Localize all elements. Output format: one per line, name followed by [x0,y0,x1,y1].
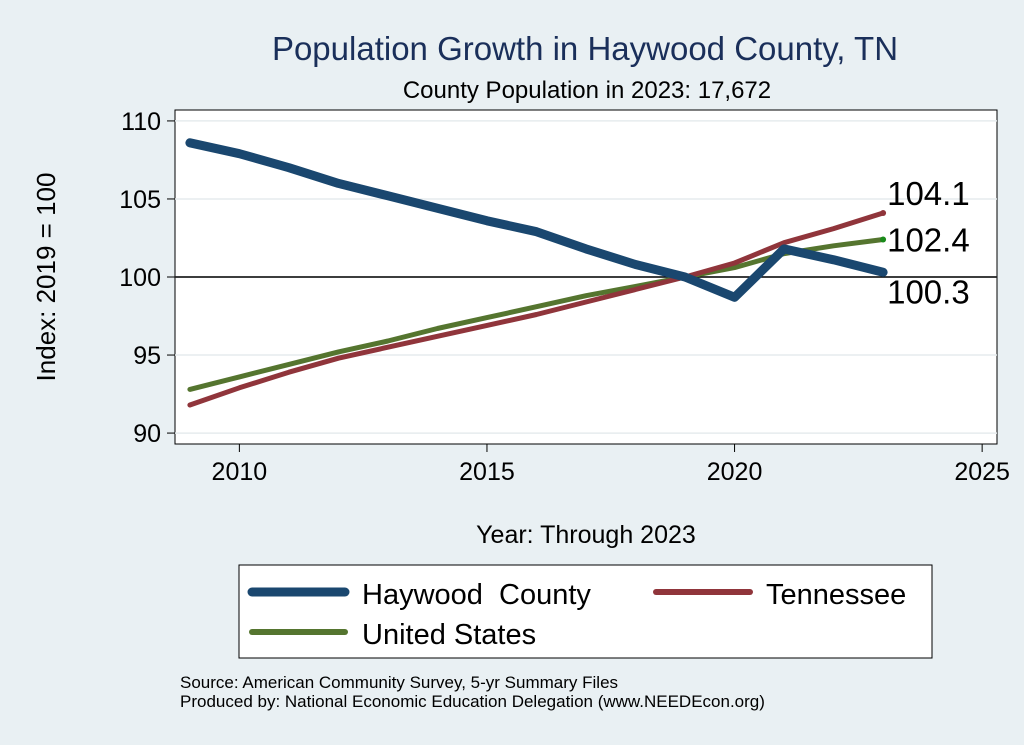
grid-lines [175,120,997,434]
y-tick-label: 100 [119,264,161,292]
y-axis-label: Index: 2019 = 100 [31,173,61,382]
series-line-united-states [187,237,886,392]
x-axis-label: Year: Through 2023 [476,521,696,549]
end-label: 100.3 [887,273,970,310]
legend-label: Haywood County [362,579,591,611]
series-line-tennessee [187,210,886,408]
legend-box [238,564,933,659]
end-labels: 100.3 104.1 102.4 [880,175,970,310]
end-label: 104.1 [887,175,970,212]
end-point [880,236,887,243]
x-tick-label: 2015 [459,458,515,486]
x-tick-label: 2025 [954,458,1010,486]
axes: 90 95 100 105 110 2010 2015 2020 2025 [119,108,1010,486]
x-tick-label: 2010 [212,458,268,486]
legend-label: United States [362,619,536,651]
producer-line: Produced by: National Economic Education… [180,692,765,711]
legend-label: Tennessee [766,579,906,611]
series-lines [185,138,888,408]
end-point [880,269,887,276]
end-label: 102.4 [887,222,970,259]
y-tick-label: 90 [133,420,161,448]
end-point [880,210,887,217]
y-tick-label: 105 [119,186,161,214]
chart-subtitle: County Population in 2023: 17,672 [403,77,771,104]
x-tick-label: 2020 [707,458,763,486]
y-tick-label: 95 [133,342,161,370]
legend: Haywood County Tennessee United States [247,579,906,651]
chart-title: Population Growth in Haywood County, TN [272,30,898,67]
y-tick-label: 110 [121,108,161,136]
series-line-haywood-county [185,138,888,302]
source-line: Source: American Community Survey, 5-yr … [180,673,619,692]
